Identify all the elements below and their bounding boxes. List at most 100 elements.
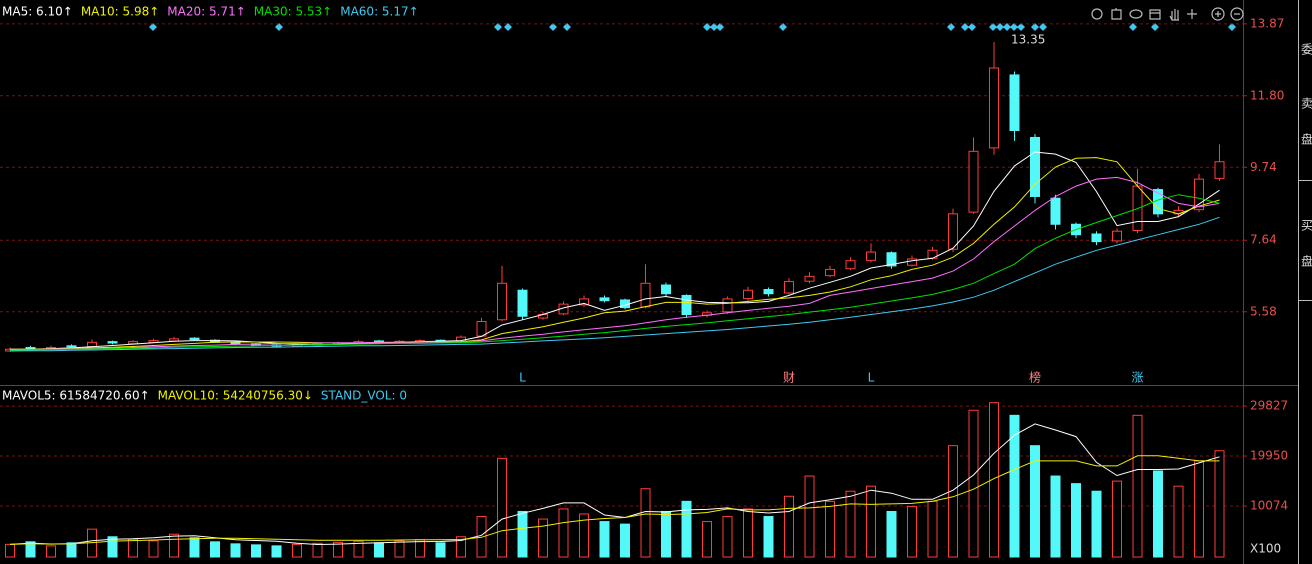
candle-body bbox=[107, 341, 118, 344]
save-icon[interactable] bbox=[1149, 9, 1161, 20]
candle-body bbox=[599, 297, 610, 302]
volume-bar bbox=[907, 505, 917, 558]
copy-icon[interactable] bbox=[1111, 8, 1122, 20]
volume-bar bbox=[5, 543, 15, 558]
volume-bar bbox=[128, 538, 138, 558]
candle-body bbox=[476, 320, 487, 337]
volume-bar bbox=[517, 510, 528, 558]
volume-bar bbox=[394, 540, 405, 558]
candle-body bbox=[25, 347, 36, 350]
volume-bar bbox=[743, 508, 753, 558]
legend-entry: MA30: 5.53↑ bbox=[254, 5, 332, 19]
zoom-in-icon[interactable] bbox=[1211, 7, 1225, 21]
candle-body bbox=[497, 282, 507, 321]
volume-bar bbox=[333, 541, 343, 558]
candle-body bbox=[1194, 178, 1204, 211]
ma-line bbox=[9, 176, 1220, 351]
volume-bar bbox=[435, 542, 446, 558]
volume-bar bbox=[866, 485, 876, 558]
volume-bar bbox=[210, 541, 220, 558]
event-marker: 榜 bbox=[1029, 370, 1041, 385]
volume-bar bbox=[46, 545, 56, 558]
candle-body bbox=[230, 341, 241, 345]
volume-bar bbox=[415, 539, 425, 558]
volume-bar bbox=[968, 409, 979, 558]
signal-markers bbox=[149, 23, 1236, 31]
ma-line bbox=[9, 194, 1220, 351]
side-panel-label: 委 bbox=[1301, 43, 1312, 57]
legend-entry: MAVOL5: 61584720.60↑ bbox=[2, 389, 150, 403]
candle-body bbox=[989, 67, 999, 149]
volume-bar bbox=[1091, 490, 1102, 558]
zoom-out-icon[interactable] bbox=[1230, 7, 1244, 21]
side-panel-label: 盘 bbox=[1301, 254, 1312, 269]
y-tick-label: 9.74 bbox=[1250, 160, 1277, 174]
candle-body bbox=[169, 338, 179, 342]
volume-bar bbox=[948, 445, 958, 558]
volume-bar bbox=[845, 490, 856, 558]
volume-bar bbox=[251, 544, 261, 558]
cross-icon[interactable] bbox=[1187, 9, 1197, 19]
y-tick-label: 11.80 bbox=[1250, 88, 1284, 102]
candle-body bbox=[948, 213, 958, 250]
volume-bar bbox=[661, 510, 671, 558]
volume-bar bbox=[784, 495, 794, 558]
y-tick-label: 13.87 bbox=[1250, 16, 1284, 30]
volume-bar bbox=[927, 500, 938, 558]
candle-body bbox=[1050, 197, 1061, 225]
candle-body bbox=[907, 258, 917, 266]
volume-bar bbox=[640, 488, 651, 558]
candle-body bbox=[579, 298, 589, 306]
volume-bar bbox=[374, 542, 384, 558]
volume-bar bbox=[66, 542, 77, 558]
volume-bar bbox=[169, 533, 179, 558]
volume-bar bbox=[1009, 414, 1020, 558]
candle-body bbox=[804, 275, 815, 282]
side-panel-label: 盘 bbox=[1301, 132, 1312, 147]
event-marker: L bbox=[868, 371, 875, 385]
zoom-in-plus[interactable] bbox=[1215, 11, 1221, 17]
y-tick-label: 29827 bbox=[1250, 399, 1288, 413]
volume-bar bbox=[886, 510, 897, 558]
volume-bar bbox=[1132, 414, 1143, 558]
volume-bar bbox=[189, 537, 200, 558]
volume-bar bbox=[292, 543, 302, 558]
volume-bar bbox=[1214, 450, 1225, 558]
volume-bar bbox=[1112, 480, 1122, 558]
candle-body bbox=[825, 268, 835, 277]
volume-bar bbox=[25, 541, 36, 558]
volume-bar bbox=[230, 543, 241, 558]
candle-body bbox=[1030, 136, 1040, 197]
candle-body bbox=[87, 341, 97, 347]
candle-body bbox=[968, 150, 979, 213]
event-marker: 财 bbox=[783, 371, 795, 385]
ma-line bbox=[10, 157, 1220, 350]
candle-body bbox=[1214, 161, 1225, 179]
candle-body bbox=[1091, 233, 1102, 243]
ma-line bbox=[9, 423, 1220, 546]
volume-bar bbox=[763, 516, 774, 558]
hand-icon[interactable] bbox=[1169, 9, 1179, 21]
candle-body bbox=[66, 345, 77, 348]
candle-body bbox=[1009, 74, 1020, 131]
ma-line bbox=[9, 216, 1220, 352]
settings-icon[interactable] bbox=[1091, 8, 1103, 20]
side-panel-label: 买 bbox=[1301, 219, 1312, 233]
volume-bar bbox=[804, 475, 815, 558]
candle-body bbox=[845, 260, 856, 270]
volume-bar bbox=[620, 523, 630, 558]
candle-body bbox=[661, 284, 671, 295]
unit-label: X100 bbox=[1250, 542, 1281, 556]
volume-bar bbox=[599, 521, 610, 558]
legend-entry: MAVOL10: 54240756.30↓ bbox=[158, 389, 313, 403]
volume-bar bbox=[1194, 460, 1204, 558]
legend-entry: MA5: 6.10↑ bbox=[2, 5, 73, 19]
side-panel-label: 卖 bbox=[1301, 97, 1312, 111]
y-tick-label: 5.58 bbox=[1250, 304, 1277, 318]
high-annotation: 13.35 bbox=[1011, 33, 1045, 47]
volume-bar bbox=[497, 457, 507, 558]
view-icon[interactable] bbox=[1129, 9, 1143, 19]
volume-bar bbox=[1173, 485, 1184, 558]
